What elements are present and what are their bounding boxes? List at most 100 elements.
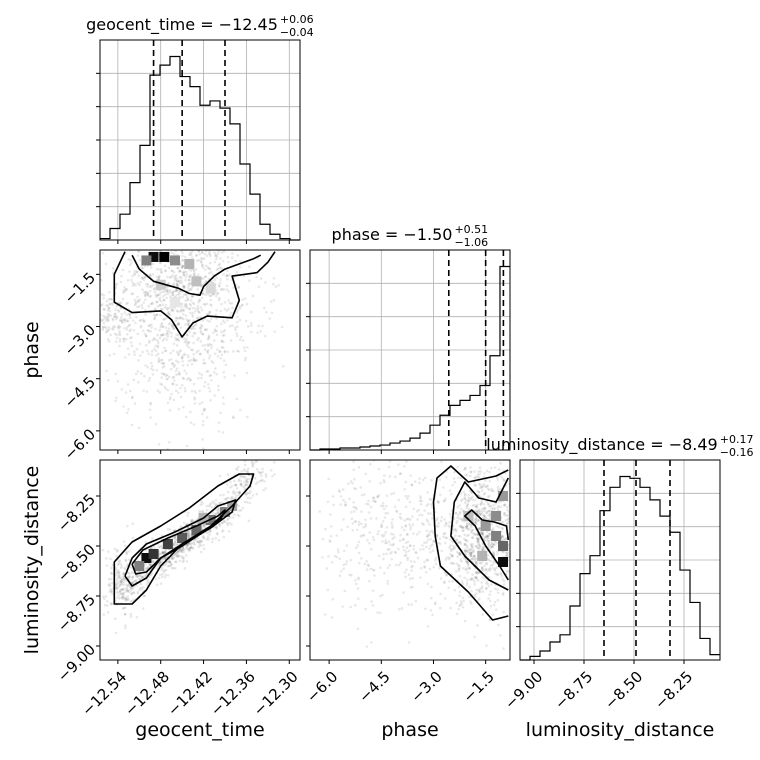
scatter-point bbox=[187, 548, 190, 551]
scatter-point bbox=[175, 333, 178, 336]
scatter-point bbox=[501, 534, 505, 538]
scatter-point bbox=[172, 556, 176, 560]
scatter-point bbox=[365, 559, 369, 563]
scatter-point bbox=[384, 511, 388, 515]
scatter-point bbox=[511, 515, 514, 518]
scatter-point bbox=[235, 487, 239, 490]
scatter-point bbox=[499, 461, 502, 465]
scatter-point bbox=[480, 532, 484, 536]
scatter-point bbox=[102, 314, 105, 318]
scatter-point bbox=[403, 554, 407, 557]
scatter-point bbox=[517, 506, 520, 509]
scatter-point bbox=[193, 396, 196, 399]
scatter-point bbox=[187, 359, 191, 363]
scatter-point bbox=[178, 316, 182, 320]
scatter-point bbox=[125, 411, 129, 414]
scatter-point bbox=[248, 265, 251, 268]
scatter-point bbox=[149, 294, 153, 298]
scatter-point bbox=[459, 524, 462, 528]
scatter-point bbox=[380, 525, 383, 528]
density-cell bbox=[170, 255, 180, 266]
scatter-point bbox=[398, 539, 402, 543]
scatter-point bbox=[403, 519, 407, 522]
scatter-point bbox=[211, 511, 215, 514]
scatter-point bbox=[487, 539, 491, 543]
scatter-point bbox=[125, 302, 128, 306]
scatter-point bbox=[189, 244, 192, 247]
scatter-point bbox=[219, 322, 223, 326]
scatter-point bbox=[208, 503, 212, 506]
scatter-point bbox=[246, 415, 249, 419]
scatter-point bbox=[504, 551, 508, 554]
scatter-point bbox=[245, 302, 249, 306]
scatter-point bbox=[122, 572, 125, 575]
scatter-point bbox=[333, 554, 337, 558]
scatter-point bbox=[442, 486, 445, 489]
scatter-point bbox=[158, 552, 162, 556]
scatter-point bbox=[102, 597, 106, 601]
scatter-point bbox=[351, 522, 355, 525]
scatter-point bbox=[469, 474, 472, 478]
scatter-point bbox=[137, 300, 140, 303]
scatter-point bbox=[119, 579, 122, 583]
scatter-point bbox=[212, 247, 215, 250]
scatter-point bbox=[437, 522, 440, 525]
scatter-point bbox=[166, 290, 169, 294]
scatter-point bbox=[121, 607, 125, 610]
scatter-point bbox=[173, 379, 176, 382]
scatter-point bbox=[121, 268, 125, 272]
scatter-point bbox=[168, 330, 171, 334]
scatter-point bbox=[159, 382, 162, 386]
scatter-point bbox=[171, 382, 174, 386]
scatter-point bbox=[93, 301, 96, 304]
scatter-point bbox=[109, 590, 113, 593]
scatter-point bbox=[365, 645, 369, 648]
scatter-point bbox=[181, 264, 184, 268]
scatter-point bbox=[172, 365, 176, 369]
scatter-point bbox=[238, 509, 241, 512]
scatter-point bbox=[107, 313, 111, 317]
scatter-point bbox=[394, 475, 397, 479]
scatter-point bbox=[473, 554, 476, 558]
scatter-point bbox=[500, 575, 504, 578]
density-cell bbox=[498, 541, 509, 551]
scatter-point bbox=[430, 503, 433, 507]
y-tick-label: −6.0 bbox=[61, 425, 99, 463]
scatter-point bbox=[212, 331, 215, 334]
scatter-point bbox=[208, 294, 212, 298]
scatter-point bbox=[109, 333, 112, 337]
scatter-point bbox=[182, 312, 185, 316]
scatter-point bbox=[178, 270, 181, 273]
scatter-point bbox=[114, 586, 118, 590]
scatter-point bbox=[484, 572, 488, 575]
scatter-point bbox=[160, 321, 164, 325]
scatter-point bbox=[445, 536, 449, 540]
scatter-point bbox=[155, 275, 159, 279]
scatter-point bbox=[175, 280, 179, 283]
scatter-point bbox=[415, 510, 419, 513]
scatter-point bbox=[478, 587, 482, 591]
scatter-point bbox=[499, 572, 502, 575]
scatter-point bbox=[177, 371, 181, 374]
scatter-point bbox=[175, 373, 178, 376]
scatter-point bbox=[467, 548, 471, 552]
scatter-point bbox=[153, 316, 157, 320]
scatter-point bbox=[482, 514, 486, 518]
scatter-point bbox=[221, 259, 225, 263]
scatter-point bbox=[243, 358, 247, 362]
scatter-point bbox=[143, 332, 147, 336]
scatter-point bbox=[458, 553, 461, 557]
scatter-point bbox=[472, 550, 476, 554]
scatter-point bbox=[116, 379, 120, 383]
scatter-point bbox=[196, 306, 200, 310]
scatter-point bbox=[103, 317, 106, 320]
scatter-point bbox=[473, 483, 476, 487]
scatter-point bbox=[476, 536, 479, 540]
scatter-point bbox=[272, 298, 276, 302]
scatter-point bbox=[208, 310, 212, 314]
scatter-point bbox=[422, 523, 425, 526]
scatter-point bbox=[251, 463, 255, 467]
scatter-point bbox=[104, 326, 108, 330]
scatter-point bbox=[450, 549, 453, 553]
scatter-point bbox=[404, 494, 408, 498]
